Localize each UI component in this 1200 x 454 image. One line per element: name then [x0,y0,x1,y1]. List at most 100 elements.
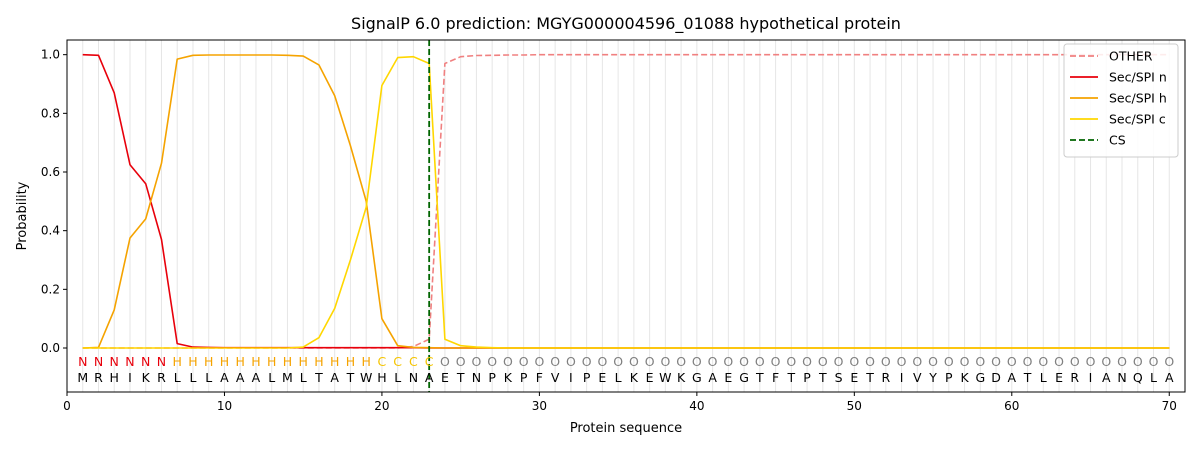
x-tick-label: 10 [217,399,232,413]
region-label: O [471,354,481,369]
residue-letter: T [755,370,764,385]
y-tick-label: 1.0 [41,48,60,62]
region-label: O [1038,354,1048,369]
region-label: O [802,354,812,369]
residue-letter: I [900,370,904,385]
x-axis-label: Protein sequence [570,421,682,436]
residue-letter: I [128,370,132,385]
y-tick-label: 0.8 [41,106,60,120]
residue-letter: L [300,370,307,385]
region-label: N [141,354,150,369]
residue-letter: A [220,370,229,385]
region-label: O [865,354,875,369]
region-label: C [425,354,434,369]
plot-frame [66,39,1186,393]
residue-letter: L [615,370,622,385]
residue-labels: NMNRNHNINKNRHLHLHLHAHAHAHLHMHLHTHAHTHWCH… [77,354,1174,385]
region-label: O [597,354,607,369]
region-label: O [1101,354,1111,369]
y-tick-label: 0.0 [41,341,60,355]
residue-letter: A [425,370,434,385]
region-label: O [1054,354,1064,369]
region-label: H [173,354,182,369]
residue-letter: I [1089,370,1093,385]
region-label: O [1164,354,1174,369]
region-label: O [786,354,796,369]
residue-letter: R [94,370,103,385]
residue-letter: R [157,370,166,385]
region-label: H [204,354,213,369]
residue-letter: S [835,370,843,385]
region-label: O [534,354,544,369]
residue-letter: N [1117,370,1126,385]
residue-letter: P [803,370,811,385]
region-label: O [739,354,749,369]
x-tick-label: 70 [1162,399,1177,413]
residue-letter: H [377,370,386,385]
region-label: O [692,354,702,369]
residue-letter: M [77,370,88,385]
residue-letter: Y [928,370,937,385]
region-label: O [1007,354,1017,369]
series-lines [82,40,1170,392]
residue-letter: P [488,370,496,385]
residue-letter: P [520,370,528,385]
residue-letter: L [174,370,181,385]
residue-letter: G [739,370,749,385]
region-label: O [1086,354,1096,369]
y-axis-label: Probability [15,181,30,250]
region-label: O [897,354,907,369]
residue-letter: A [1008,370,1017,385]
x-tick-label: 20 [374,399,389,413]
residue-letter: A [330,370,339,385]
region-label: O [818,354,828,369]
residue-letter: T [865,370,874,385]
residue-letter: N [409,370,418,385]
residue-letter: K [504,370,513,385]
x-tick-label: 30 [532,399,547,413]
residue-letter: T [1023,370,1032,385]
region-label: H [298,354,307,369]
region-label: N [157,354,166,369]
residue-letter: P [583,370,591,385]
residue-letter: R [1070,370,1079,385]
residue-letter: L [394,370,401,385]
residue-letter: A [1102,370,1111,385]
region-label: O [771,354,781,369]
residue-letter: L [1040,370,1047,385]
residue-letter: A [1165,370,1174,385]
series-line-2 [82,54,1170,349]
residue-letter: K [142,370,151,385]
residue-letter: E [646,370,654,385]
grid-lines [82,40,1170,392]
residue-letter: M [282,370,293,385]
region-label: H [346,354,355,369]
residue-letter: A [252,370,261,385]
region-label: H [267,354,276,369]
region-label: O [487,354,497,369]
region-label: O [1070,354,1080,369]
residue-letter: H [110,370,119,385]
series-line-3 [82,55,1170,349]
region-label: O [519,354,529,369]
residue-letter: T [314,370,323,385]
legend-box [1063,43,1179,158]
region-label: O [975,354,985,369]
residue-letter: L [268,370,275,385]
chart-title: SignalP 6.0 prediction: MGYG000004596_01… [351,14,901,34]
residue-letter: V [913,370,922,385]
residue-letter: T [787,370,796,385]
region-label: O [456,354,466,369]
legend-label: Sec/SPI c [1109,112,1166,127]
residue-letter: R [881,370,890,385]
region-label: O [629,354,639,369]
residue-letter: P [945,370,953,385]
region-label: O [676,354,686,369]
x-tick-label: 60 [1004,399,1019,413]
region-label: O [755,354,765,369]
residue-letter: A [236,370,245,385]
residue-letter: E [598,370,606,385]
residue-letter: K [960,370,969,385]
